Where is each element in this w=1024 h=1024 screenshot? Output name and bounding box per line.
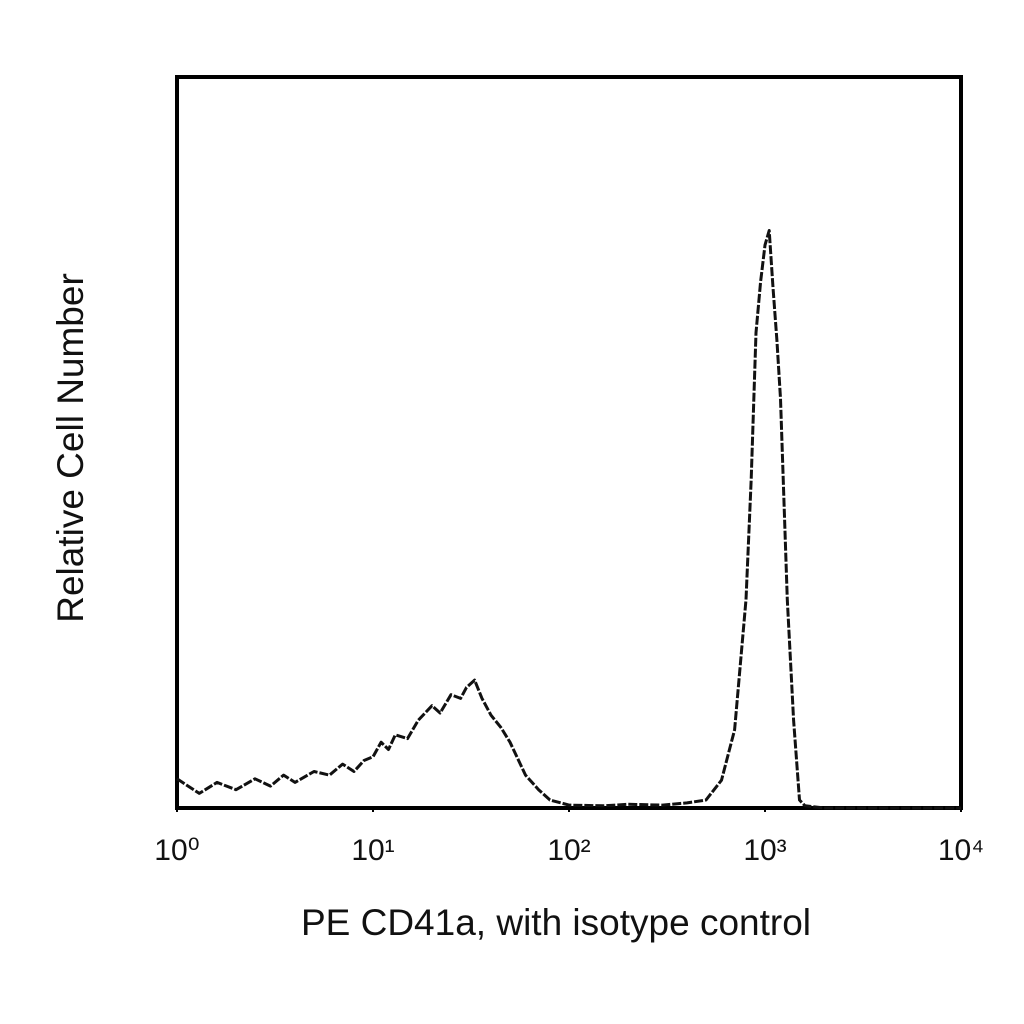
x-tick-label: 10⁰ (154, 834, 199, 867)
x-axis-label: PE CD41a, with isotype control (301, 902, 811, 943)
x-tick-label: 10² (547, 834, 590, 867)
plot-frame (175, 75, 963, 810)
x-tick-label: 10¹ (351, 834, 394, 867)
x-tick-label: 10⁴ (938, 834, 984, 867)
y-axis-label: Relative Cell Number (50, 273, 91, 623)
histogram-line (176, 229, 961, 810)
x-tick-label: 10³ (743, 834, 786, 867)
